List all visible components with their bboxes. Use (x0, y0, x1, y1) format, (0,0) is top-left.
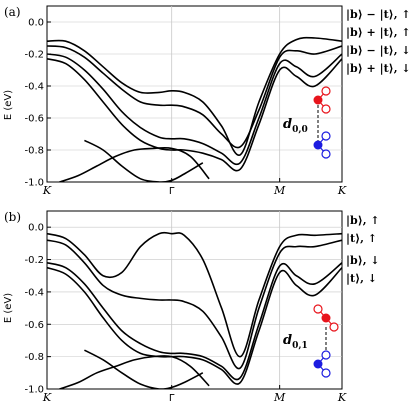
panel-b-y-tick-label-3: -0.6 (24, 320, 44, 331)
panel-a-top-open-site-1 (321, 86, 331, 96)
panel-a-band-4 (59, 146, 210, 182)
panel-a-hopping-inset: d0,0 (283, 86, 331, 159)
panel-a-y-tick-label-2: -0.4 (24, 82, 44, 93)
panel-b-band-3 (47, 266, 342, 385)
panel-a-state-legend: |b⟩ − |t⟩, ↑ |b⟩ + |t⟩, ↑ |b⟩ − |t⟩, ↓ |b⟩ … (346, 8, 411, 75)
panel-b-band-4 (59, 354, 210, 389)
panel-a-band-3 (47, 58, 342, 172)
panel-a-bottom-open-site-1 (321, 131, 331, 141)
panel-a-y-tick-label-0: 0.0 (28, 18, 44, 29)
panel-b-frame (46, 210, 343, 390)
panel-b-bands (47, 231, 342, 389)
panel-b-bottom-open-site-2 (321, 368, 331, 378)
panel-a-x-tick-label-3: K (337, 184, 347, 197)
panel-b-band-1 (47, 239, 342, 370)
panel-b-state-label-3: |t⟩, ↓ (346, 272, 377, 285)
panel-a-state-label-0: |b⟩ − |t⟩, ↑ (346, 8, 411, 21)
panel-a-label: (a) (4, 5, 21, 19)
panel-a-band-1 (47, 45, 342, 149)
panel-b-inset-label: d0,1 (283, 333, 308, 351)
panel-a-inset-label: d0,0 (283, 117, 308, 135)
panel-b-state-legend: |b⟩, ↑ |t⟩, ↑ |b⟩, ↓ |t⟩, ↓ (346, 214, 380, 285)
panel-b-state-label-0: |b⟩, ↑ (346, 214, 380, 227)
panel-a-state-label-3: |b⟩ + |t⟩, ↓ (346, 62, 411, 75)
panel-a-frame (46, 5, 343, 183)
panel-b-x-tick-label-3: K (337, 391, 347, 404)
panel-a-y-tick-label-1: -0.2 (24, 50, 44, 61)
panel-a-y-tick-label-4: -0.8 (24, 146, 44, 157)
panel-a-y-axis-label: E (eV) (3, 90, 14, 120)
panel-a-x-tick-label-2: M (273, 184, 286, 197)
panel-a-bottom-filled-site (313, 140, 323, 150)
panel-b-y-axis-label: E (eV) (3, 293, 14, 323)
panel-b-y-tick-label-4: -0.8 (24, 352, 44, 363)
panel-a-bottom-open-site-2 (321, 149, 331, 159)
panel-a-top-open-site-2 (321, 104, 331, 114)
panel-b-y-tick-label-1: -0.2 (24, 255, 44, 266)
panel-a-y-ticks: 0.0 -0.2 -0.4 -0.6 -0.8 -1.0 (24, 18, 51, 189)
panel-b-band-5 (84, 349, 204, 389)
panel-a-state-label-2: |b⟩ − |t⟩, ↓ (346, 44, 411, 57)
panel-a-grid (47, 6, 342, 182)
panel-b-y-ticks: 0.0 -0.2 -0.4 -0.6 -0.8 -1.0 (24, 223, 51, 396)
panel-b-top-filled-site (321, 313, 331, 323)
panel-a-band-0 (47, 36, 342, 156)
panel-a-bands (47, 36, 342, 182)
panel-b-y-tick-label-5: -1.0 (24, 385, 44, 396)
panel-b-x-tick-label-0: K (42, 391, 52, 404)
panel-b-label: (b) (4, 210, 21, 224)
panel-b-top-open-site-2 (313, 304, 323, 314)
panel-b-state-label-2: |b⟩, ↓ (346, 254, 380, 267)
panel-a-y-tick-label-3: -0.6 (24, 114, 44, 125)
panel-b-band-0 (47, 231, 342, 358)
panel-a-state-label-1: |b⟩ + |t⟩, ↑ (346, 26, 411, 39)
panel-b-bottom-open-site-1 (321, 350, 331, 360)
panel-a-band-5 (84, 139, 204, 182)
panel-b-x-tick-label-1: Γ (169, 393, 175, 404)
panel-b-x-tick-label-2: M (273, 391, 286, 404)
panel-a-x-tick-label-0: K (42, 184, 52, 197)
panel-a-band-2 (47, 53, 342, 166)
panel-a-y-tick-label-5: -1.0 (24, 178, 44, 189)
panel-b-state-label-1: |t⟩, ↑ (346, 232, 377, 245)
panel-a-x-tick-label-1: Γ (169, 186, 175, 197)
panel-b-y-tick-label-2: -0.4 (24, 287, 44, 298)
panel-b-band-2 (47, 261, 342, 381)
panel-b-y-tick-label-0: 0.0 (28, 223, 44, 234)
panel-b-bottom-filled-site (313, 359, 323, 369)
panel-b-hopping-inset: d0,1 (283, 304, 339, 378)
panel-b-top-open-site-1 (329, 322, 339, 332)
panel-a-top-filled-site (313, 95, 323, 105)
